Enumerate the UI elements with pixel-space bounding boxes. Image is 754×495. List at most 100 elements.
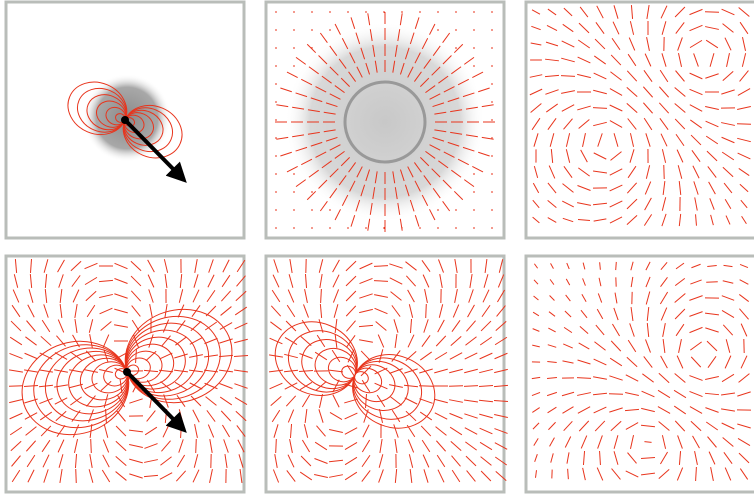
field-stroke — [563, 343, 573, 349]
field-stroke — [493, 399, 509, 403]
field-stroke — [547, 217, 557, 223]
field-stroke — [437, 469, 445, 483]
field-stroke — [561, 40, 575, 48]
field-stroke — [624, 408, 640, 412]
field-stroke — [286, 71, 298, 78]
field-stroke — [643, 214, 653, 226]
field-stroke — [464, 427, 478, 435]
field-stroke — [319, 303, 323, 319]
field-stroke — [480, 320, 492, 332]
field-stroke — [318, 179, 328, 189]
field-stroke — [593, 55, 607, 65]
field-stroke — [349, 180, 356, 192]
field-stroke — [392, 171, 396, 184]
field-stroke — [41, 439, 51, 453]
field-stroke — [723, 452, 733, 464]
field-stroke — [43, 304, 49, 318]
field-stroke — [176, 320, 186, 332]
field-stroke — [220, 306, 232, 316]
field-stroke — [348, 71, 357, 82]
field-stroke — [378, 409, 384, 423]
field-stroke — [578, 420, 590, 432]
field-stroke — [566, 262, 570, 270]
field-stroke — [286, 470, 296, 482]
field-stroke — [596, 467, 604, 481]
field-stroke — [721, 136, 735, 144]
field-stroke — [209, 469, 213, 483]
field-stroke — [345, 305, 357, 317]
field-stroke — [741, 216, 747, 224]
field-stroke — [420, 157, 430, 167]
field-stroke — [13, 274, 19, 288]
field-stroke — [315, 86, 327, 93]
field-stroke — [690, 420, 702, 432]
field-stroke — [219, 322, 233, 330]
field-stroke — [463, 399, 479, 403]
field-stroke — [689, 326, 703, 334]
field-stroke — [466, 470, 476, 482]
field-stroke — [403, 384, 419, 388]
field-stroke — [429, 23, 436, 35]
field-stroke — [367, 218, 371, 231]
field-stroke — [341, 194, 349, 206]
field-stroke — [609, 357, 623, 367]
field-stroke — [372, 44, 376, 57]
field-stroke — [12, 289, 20, 303]
field-stroke — [393, 424, 399, 438]
field-stroke — [193, 454, 199, 468]
field-stroke — [321, 75, 332, 84]
field-stroke — [630, 4, 634, 20]
field-stroke — [562, 406, 574, 414]
field-stroke — [643, 117, 653, 131]
field-stroke — [276, 136, 289, 140]
field-stroke — [9, 336, 23, 346]
field-stroke — [438, 259, 444, 273]
field-stroke — [480, 456, 492, 466]
field-stroke — [192, 469, 200, 483]
field-stroke — [397, 202, 401, 215]
field-stroke — [642, 86, 654, 98]
field-stroke — [577, 359, 591, 365]
field-stroke — [496, 305, 506, 317]
field-stroke — [407, 166, 414, 178]
field-stroke — [359, 262, 373, 270]
field-stroke — [304, 289, 308, 303]
field-stroke — [299, 471, 313, 481]
field-stroke — [723, 182, 733, 194]
field-stroke — [408, 304, 414, 318]
field-stroke — [350, 17, 356, 29]
field-stroke — [361, 470, 371, 482]
field-stroke — [358, 324, 374, 328]
field-stroke — [741, 37, 747, 51]
field-stroke — [329, 188, 338, 199]
field-stroke — [189, 382, 203, 390]
field-stroke — [577, 185, 591, 191]
field-stroke — [447, 97, 460, 103]
field-stroke — [301, 319, 311, 333]
field-stroke — [659, 118, 669, 130]
field-stroke — [209, 439, 213, 453]
field-stroke — [24, 369, 38, 373]
field-stroke — [494, 368, 508, 374]
field-stroke — [710, 214, 714, 226]
field-stroke — [442, 32, 451, 44]
field-stroke — [454, 289, 458, 303]
field-stroke — [721, 295, 735, 301]
field-stroke — [389, 277, 403, 285]
field-stroke — [424, 289, 428, 303]
field-stroke — [628, 37, 636, 51]
field-stroke — [462, 146, 475, 152]
field-stroke — [435, 426, 447, 436]
field-stroke — [472, 71, 484, 78]
field-stroke — [301, 394, 311, 408]
field-stroke — [345, 290, 357, 302]
field-stroke — [374, 307, 388, 315]
field-stroke — [274, 321, 358, 396]
field-stroke — [678, 180, 682, 196]
field-stroke — [86, 395, 96, 407]
field-stroke — [413, 162, 422, 173]
field-stroke — [695, 466, 697, 482]
field-stroke — [737, 391, 751, 397]
field-stroke — [289, 423, 293, 439]
field-stroke — [706, 281, 718, 283]
